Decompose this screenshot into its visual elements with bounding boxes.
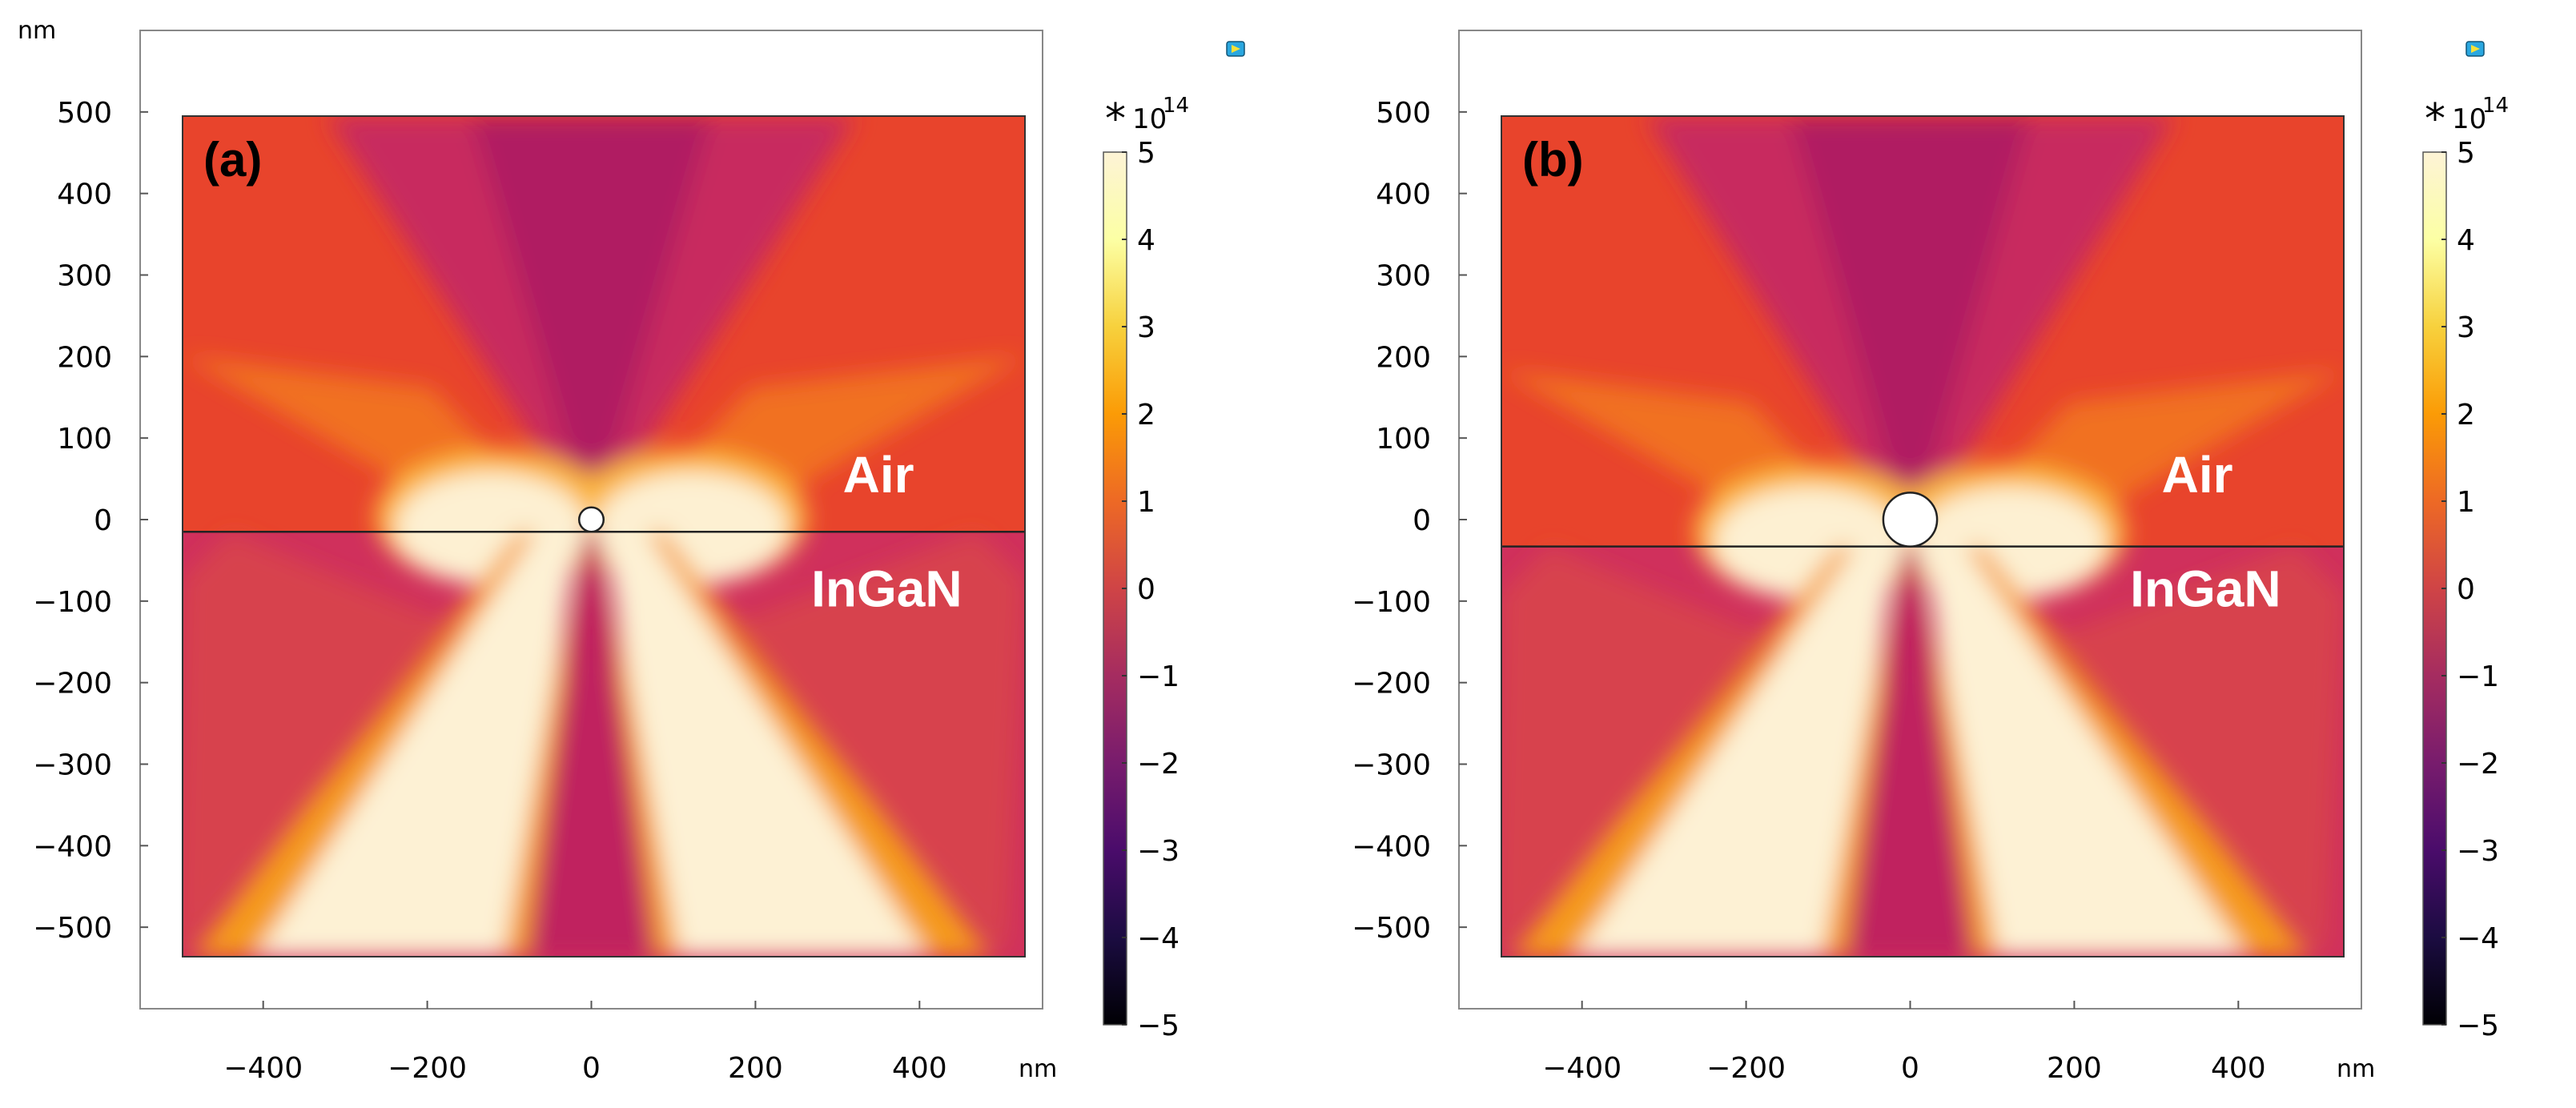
x-tick-label: −200 — [1706, 1052, 1786, 1085]
x-unit-label: nm — [2337, 1055, 2375, 1083]
y-tick-label: −300 — [33, 749, 112, 782]
y-tick-label: −500 — [33, 912, 112, 945]
beam-left — [1573, 546, 1899, 957]
colorbar-tick-label: 4 — [2457, 224, 2475, 257]
icon-glyph — [2471, 45, 2480, 53]
colorbar-multiplier-star: * — [1105, 95, 1126, 143]
region-label: Air — [843, 446, 914, 504]
colorbar-multiplier-star: * — [2425, 95, 2445, 143]
region-label: InGaN — [811, 560, 962, 618]
x-tick-label: 0 — [582, 1052, 601, 1085]
y-tick-label: 200 — [1376, 341, 1431, 374]
x-tick-label: 400 — [2211, 1052, 2266, 1085]
domain-border — [182, 115, 1026, 957]
x-tick-label: −400 — [1542, 1052, 1622, 1085]
nanoparticle — [1882, 492, 1939, 548]
y-tick-label: −400 — [33, 830, 112, 863]
icon-glyph — [1232, 45, 1240, 53]
colorbar-tick-label: 5 — [2457, 137, 2475, 170]
y-tick-label: 100 — [1376, 423, 1431, 456]
colorbar-tick-label: 4 — [1137, 224, 1155, 257]
colorbar-tick-label: −2 — [1137, 748, 1179, 781]
y-tick-label: 400 — [57, 179, 112, 211]
y-tick-label: 0 — [1413, 504, 1431, 537]
y-tick-label: 200 — [57, 341, 112, 374]
y-tick-label: 300 — [1376, 260, 1431, 293]
colorbar-tick-label: −1 — [1137, 660, 1179, 693]
fringe-left — [1501, 546, 1782, 949]
air-node-core — [471, 116, 712, 532]
fringe-right — [2038, 546, 2344, 957]
y-tick-label: 0 — [94, 504, 112, 537]
y-tick-label: −200 — [1352, 668, 1431, 701]
colorbar-tick-label: −3 — [2457, 835, 2499, 868]
colorbar-tick-label: 2 — [1137, 399, 1155, 432]
panel-a: (a)AirInGaN5004003002001000−100−200−300−… — [18, 17, 1245, 1085]
colorbar-multiplier-base: 10 — [1132, 103, 1167, 135]
x-tick-label: 0 — [1901, 1052, 1919, 1085]
colorbar-tick-label: 3 — [2457, 311, 2475, 344]
y-tick-label: 100 — [57, 423, 112, 456]
panel-label: (b) — [1522, 133, 1584, 187]
y-tick-label: 500 — [1376, 97, 1431, 130]
region-label: Air — [2162, 446, 2233, 504]
air-node-core — [1790, 116, 2031, 547]
colorbar-tick-label: −5 — [2457, 1010, 2499, 1042]
y-tick-label: −200 — [33, 668, 112, 701]
colorbar-tick-label: −4 — [2457, 922, 2499, 955]
colorbar-tick-label: −2 — [2457, 748, 2499, 781]
colorbar-tick-label: 1 — [1137, 486, 1155, 519]
x-unit-label: nm — [1019, 1055, 1057, 1083]
x-tick-label: 400 — [892, 1052, 947, 1085]
field-blend — [1501, 116, 2344, 957]
x-tick-label: −200 — [388, 1052, 467, 1085]
ingan-center-cone — [527, 532, 656, 957]
x-tick-label: 200 — [2047, 1052, 2102, 1085]
y-tick-label: −400 — [1352, 830, 1431, 863]
colorbar-tick-label: 1 — [2457, 486, 2475, 519]
heatmap — [183, 116, 1025, 957]
colorbar-tick-label: −4 — [1137, 922, 1179, 955]
colorbar-tick-label: 0 — [2457, 573, 2475, 606]
heatmap — [1501, 116, 2344, 957]
colorbar-tick-label: 0 — [1137, 573, 1155, 606]
beam-right — [1922, 546, 2247, 957]
ingan-center-cone — [1846, 546, 1975, 957]
y-tick-label: 500 — [57, 97, 112, 130]
colorbar-tick-label: 3 — [1137, 311, 1155, 344]
colorbar-tick-label: 5 — [1137, 137, 1155, 170]
panel-b: (b)AirInGaN5004003002001000−100−200−300−… — [1352, 30, 2509, 1085]
colorbar-multiplier-exponent: 14 — [1163, 94, 1189, 118]
plot-settings-icon — [2465, 41, 2485, 57]
beam-right — [603, 532, 928, 957]
colorbar-tick-label: −5 — [1137, 1010, 1179, 1042]
y-tick-label: 400 — [1376, 179, 1431, 211]
fringe-right — [719, 532, 1025, 957]
colorbar-tick-label: 2 — [2457, 399, 2475, 432]
y-tick-label: −100 — [33, 586, 112, 619]
x-tick-label: 200 — [728, 1052, 783, 1085]
beam-left — [255, 532, 580, 957]
y-tick-label: −300 — [1352, 749, 1431, 782]
region-label: InGaN — [2130, 560, 2281, 618]
field-blend — [183, 116, 1025, 957]
colorbar-tick-label: −3 — [1137, 835, 1179, 868]
colorbar-multiplier-exponent: 14 — [2482, 94, 2509, 118]
y-tick-label: −500 — [1352, 912, 1431, 945]
colorbar-tick-label: −1 — [2457, 660, 2499, 693]
nanoparticle — [577, 506, 605, 533]
y-unit-label: nm — [18, 17, 56, 45]
panel-label: (a) — [203, 133, 262, 187]
y-tick-label: 300 — [57, 260, 112, 293]
y-tick-label: −100 — [1352, 586, 1431, 619]
colorbar-multiplier-base: 10 — [2452, 103, 2486, 135]
fringe-left — [183, 532, 464, 949]
x-tick-label: −400 — [223, 1052, 303, 1085]
domain-border — [1501, 115, 2345, 957]
plot-settings-icon — [1226, 41, 1245, 57]
